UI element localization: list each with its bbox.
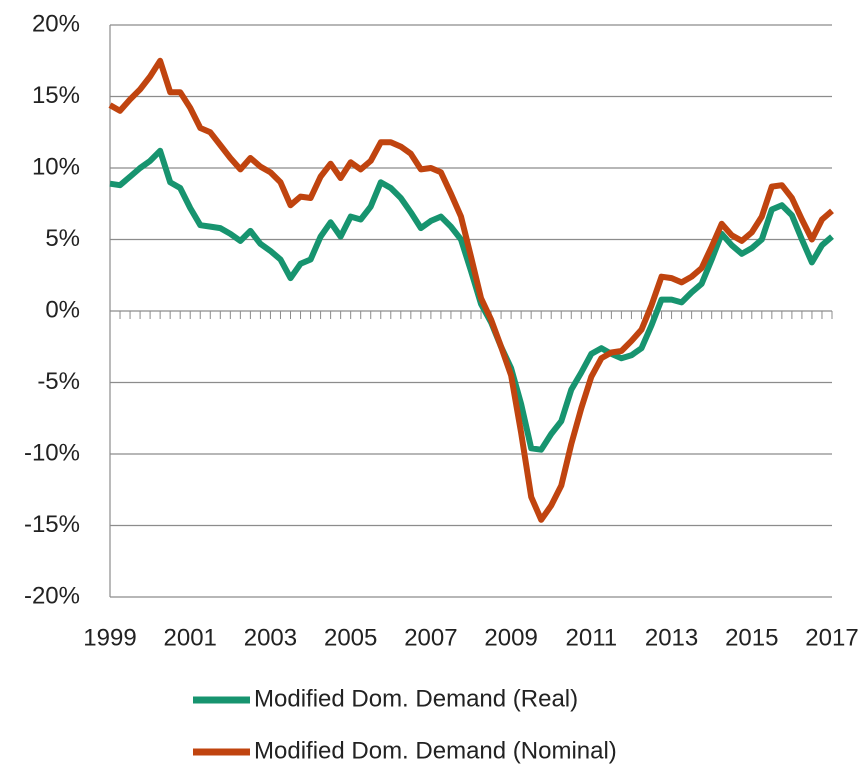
x-tick-label: 1999 (83, 624, 136, 651)
x-tick-label: 2015 (725, 624, 778, 651)
x-tick-label: 2007 (404, 624, 457, 651)
y-tick-label: 0% (45, 296, 80, 323)
series-line (109, 147, 834, 453)
y-tick-label: -5% (37, 368, 80, 395)
x-tick-label: 2011 (566, 624, 618, 651)
x-tick-label: 2017 (805, 624, 858, 651)
y-tick-label: 10% (32, 153, 80, 180)
y-tick-label: 15% (32, 82, 80, 109)
legend-label: Modified Dom. Demand (Nominal) (254, 737, 617, 764)
x-tick-label: 2013 (645, 624, 698, 651)
x-tick-label: 2003 (244, 624, 297, 651)
legend-label: Modified Dom. Demand (Real) (254, 685, 578, 712)
y-tick-label: 5% (45, 225, 80, 252)
x-tick-label: 2005 (324, 624, 377, 651)
series-line (108, 57, 834, 523)
y-tick-label: -10% (24, 439, 80, 466)
x-tick-label: 2009 (484, 624, 537, 651)
y-tick-label: -20% (24, 582, 80, 609)
y-tick-label: 20% (32, 10, 80, 37)
x-tick-label: 2001 (164, 624, 217, 651)
y-tick-label: -15% (24, 511, 80, 538)
